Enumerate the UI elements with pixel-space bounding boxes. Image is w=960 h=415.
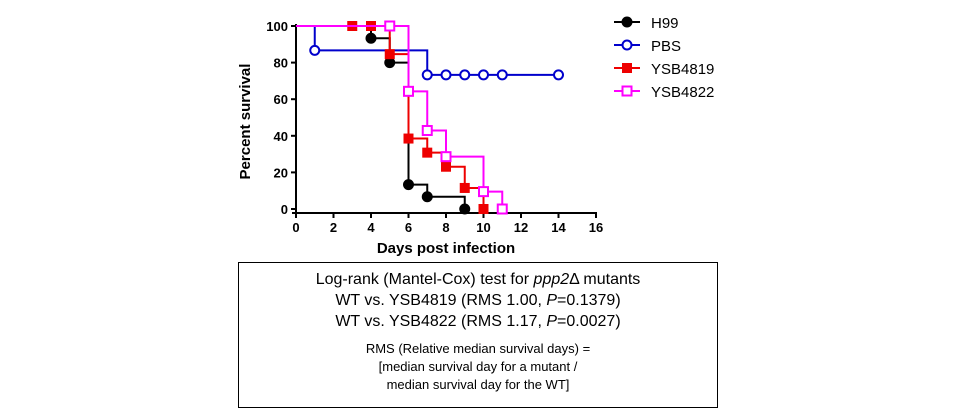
legend-marker <box>621 85 633 97</box>
data-point <box>421 191 433 203</box>
comparison-ysb4819: WT vs. YSB4819 (RMS 1.00, P=0.1379) <box>239 290 717 311</box>
series-line <box>296 25 559 76</box>
y-tick-label: 0 <box>281 202 288 217</box>
legend-label: YSB4822 <box>651 84 714 101</box>
p-value: =0.1379) <box>557 292 621 309</box>
legend-marker <box>621 39 633 51</box>
series-line <box>296 25 466 209</box>
y-tick-label: 100 <box>266 19 288 34</box>
x-tick-label: 0 <box>292 220 299 235</box>
y-tick-label: 60 <box>274 92 288 107</box>
rms-definition-line: median survival day for the WT] <box>386 377 570 392</box>
y-axis-title: Percent survival <box>237 64 254 180</box>
x-tick-label: 10 <box>476 220 490 235</box>
data-point <box>478 204 489 214</box>
x-tick-label: 14 <box>551 220 566 235</box>
data-point <box>403 85 414 97</box>
legend-marker <box>622 63 632 73</box>
data-point <box>403 179 414 191</box>
p-label: P <box>546 292 558 309</box>
legend-item-pbs: PBS <box>614 38 681 55</box>
x-tick-label: 4 <box>367 220 375 235</box>
series-h99 <box>296 25 471 215</box>
data-point <box>459 69 471 81</box>
rms-definition: RMS (Relative median survival days) = [m… <box>239 340 717 394</box>
y-tick-label: 80 <box>274 56 288 71</box>
data-point <box>441 161 451 172</box>
survival-chart: 0 20 40 60 80 100 0 2 4 6 8 10 12 14 16 Days post infec… <box>237 15 714 257</box>
data-point <box>496 203 508 215</box>
legend-label: YSB4819 <box>651 61 714 78</box>
rms-definition-line: RMS (Relative median survival days) = <box>365 341 591 356</box>
data-point <box>459 182 470 193</box>
data-point <box>309 44 321 56</box>
data-point <box>478 186 489 198</box>
data-point <box>421 69 433 81</box>
data-point <box>440 69 452 81</box>
series-ysb4822 <box>296 20 508 215</box>
data-point <box>384 49 395 60</box>
data-point <box>422 147 433 158</box>
legend-label: PBS <box>651 38 681 55</box>
stats-heading: Log-rank (Mantel-Cox) test for ppp2Δ mut… <box>239 269 717 290</box>
legend-item-h99: H99 <box>614 15 679 32</box>
data-point <box>403 133 414 144</box>
p-value: =0.0027) <box>557 313 621 330</box>
x-tick-label: 8 <box>442 220 449 235</box>
logrank-stats-box: Log-rank (Mantel-Cox) test for ppp2Δ mut… <box>238 262 718 408</box>
x-tick-label: 16 <box>589 220 603 235</box>
stats-heading-gene: ppp2 <box>533 271 570 288</box>
data-point <box>553 69 564 81</box>
y-tick-label: 20 <box>274 165 288 180</box>
data-point <box>459 203 471 215</box>
comparison-text: WT vs. YSB4822 (RMS 1.17, <box>335 313 547 330</box>
x-tick-label: 12 <box>514 220 528 235</box>
stats-heading-suffix: Δ mutants <box>569 271 641 288</box>
rms-definition-line: [median survival day for a mutant / <box>378 359 578 374</box>
comparison-ysb4822: WT vs. YSB4822 (RMS 1.17, P=0.0027) <box>239 311 717 332</box>
data-point <box>421 124 433 136</box>
x-tick-label: 6 <box>405 220 412 235</box>
stats-heading-text: Log-rank (Mantel-Cox) test for <box>315 271 534 288</box>
data-point <box>478 69 489 81</box>
chart-series <box>296 20 564 215</box>
legend-item-ysb4819: YSB4819 <box>614 61 714 78</box>
p-label: P <box>546 313 558 330</box>
legend-label: H99 <box>651 15 679 32</box>
comparison-text: WT vs. YSB4819 (RMS 1.00, <box>335 292 547 309</box>
series-pbs <box>296 25 564 81</box>
legend-item-ysb4822: YSB4822 <box>614 84 714 101</box>
data-point <box>496 69 508 81</box>
data-point <box>365 32 377 44</box>
data-point <box>440 151 452 163</box>
chart-legend: H99 PBS YSB4819 YSB4822 <box>614 15 714 101</box>
y-tick-label: 40 <box>274 129 288 144</box>
series-line <box>296 25 504 209</box>
data-point <box>384 20 396 32</box>
x-axis-title: Days post infection <box>377 240 515 257</box>
chart-axes: 0 20 40 60 80 100 0 2 4 6 8 10 12 14 16 Days post infec… <box>237 19 603 257</box>
x-tick-label: 2 <box>330 220 337 235</box>
legend-marker <box>621 16 633 28</box>
